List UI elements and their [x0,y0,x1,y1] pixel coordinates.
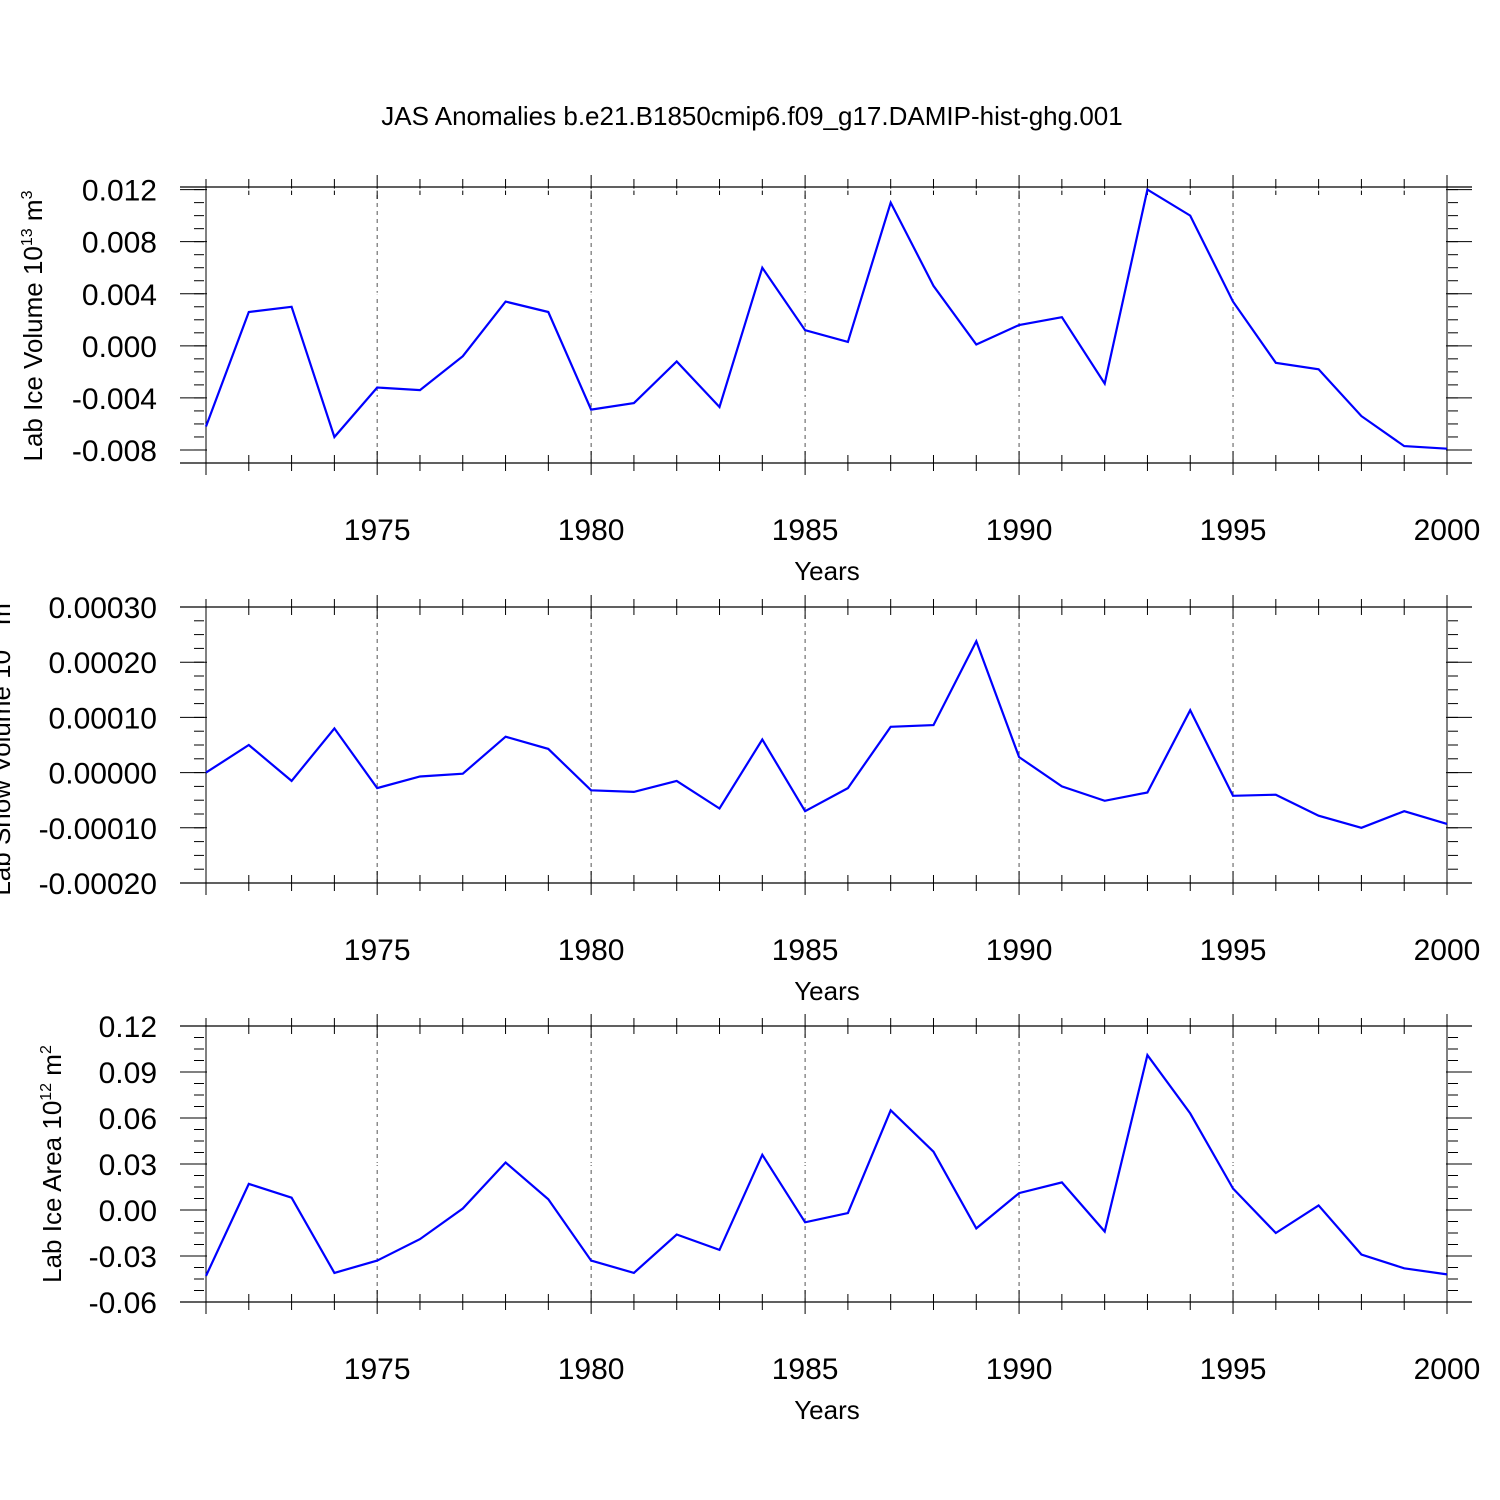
chart-panel-3: -0.06 -0.03 0.00 0.03 0.06 0.09 0.12 1975 1980 19… [37,1011,1480,1425]
x-tick-label: 1980 [558,1353,625,1386]
y-tick-label: 0.09 [99,1057,157,1090]
x-axis-label: Years [794,1395,860,1425]
x-tick-label: 1985 [772,514,839,547]
x-tick-label: 1985 [772,934,839,967]
x-tick-label: 2000 [1414,934,1481,967]
y-tick-label: 0.06 [99,1103,157,1136]
y-axis-label: Lab Ice Volume 1013 m3 [18,190,48,461]
x-tick-label: 1975 [344,1353,411,1386]
y-tick-label: -0.008 [72,435,157,468]
x-tick-label: 1985 [772,1353,839,1386]
y-tick-label: -0.03 [89,1241,157,1274]
x-tick-label: 2000 [1414,514,1481,547]
y-tick-label: 0.03 [99,1149,157,1182]
series-line [204,187,1448,450]
y-tick-label: 0.00 [99,1195,157,1228]
y-tick-label: 0.00010 [49,702,157,735]
chart-panel-2: -0.00020 -0.00010 0.00000 0.00010 0.00020 0.0… [0,592,1480,1006]
y-tick-label: -0.00010 [39,813,157,846]
y-tick-label: 0.012 [82,175,157,208]
series-line [205,1052,1448,1277]
y-axis-label: Lab Snow Volume 1013 m3 [0,594,16,895]
x-tick-label: 1990 [986,514,1053,547]
y-tick-label: 0.00020 [49,647,157,680]
y-tick-label: 0.004 [82,279,157,312]
y-axis-label: Lab Ice Area 1012 m2 [37,1045,67,1283]
x-tick-label: 1980 [558,934,625,967]
y-tick-label: -0.00020 [39,868,157,901]
x-axis-label: Years [794,976,860,1006]
x-tick-label: 1975 [344,934,411,967]
y-tick-label: 0.00030 [49,592,157,625]
x-tick-label: 2000 [1414,1353,1481,1386]
x-tick-label: 1990 [986,934,1053,967]
x-tick-label: 1995 [1200,514,1267,547]
series-line [205,638,1448,829]
y-tick-label: -0.004 [72,383,157,416]
x-tick-label: 1990 [986,1353,1053,1386]
y-tick-label: 0.008 [82,227,157,260]
chart-panel-1: -0.008 -0.004 0.000 0.004 0.008 0.012 1975 1980… [18,175,1480,586]
y-tick-label: -0.06 [89,1287,157,1320]
x-axis-label: Years [794,556,860,586]
x-tick-label: 1995 [1200,934,1267,967]
y-tick-label: 0.000 [82,331,157,364]
y-tick-label: 0.00000 [49,758,157,791]
x-tick-label: 1995 [1200,1353,1267,1386]
chart-title: JAS Anomalies b.e21.B1850cmip6.f09_g17.D… [381,101,1122,131]
y-tick-label: 0.12 [99,1011,157,1044]
x-tick-label: 1975 [344,514,411,547]
x-tick-label: 1980 [558,514,625,547]
